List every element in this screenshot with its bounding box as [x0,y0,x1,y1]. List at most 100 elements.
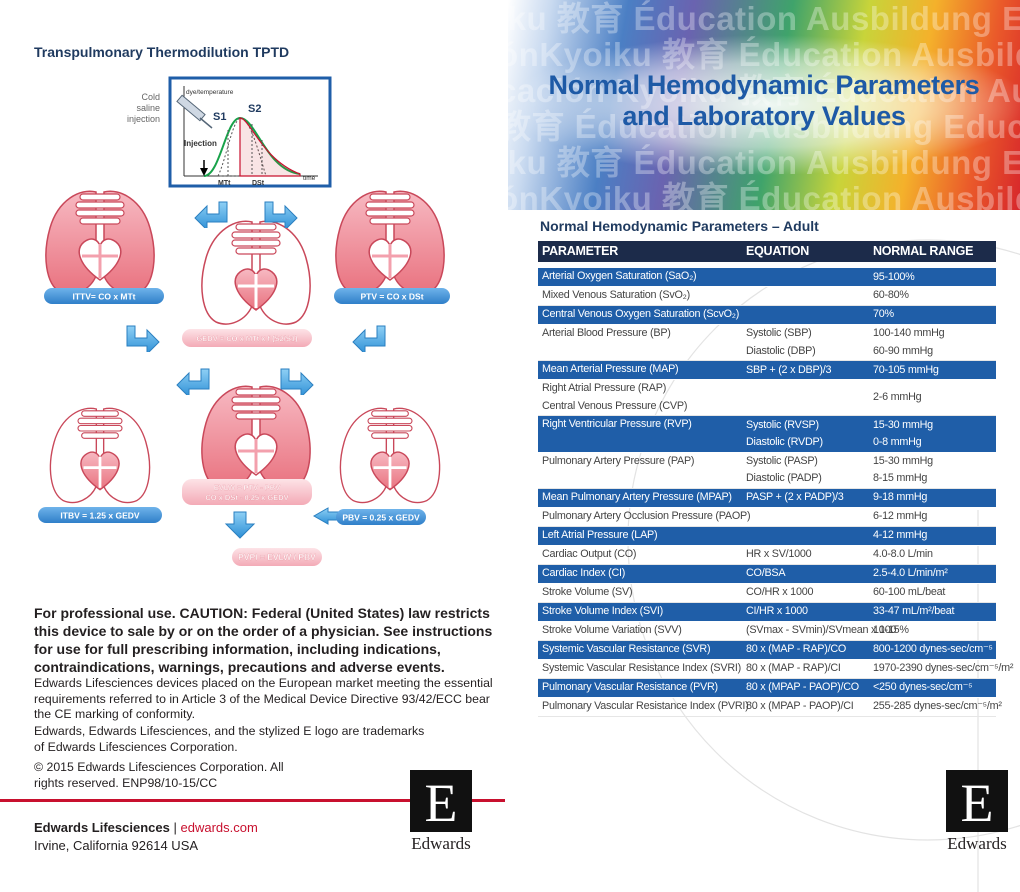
header-banner: iku 教育 Éducation Ausbildung EducacióónKy… [508,0,1020,210]
paragraph: Edwards Lifesciences devices placed on t… [34,676,493,721]
table-cell: 255-285 dynes-sec/cm⁻⁵/m² [873,698,1002,716]
table-row: Cardiac Output (CO) HR x SV/1000 4.0-8.0 L… [538,546,996,565]
table-cell: Stroke Volume Index (SVI) [538,603,746,621]
equation: CO/HR x 1000 [746,586,814,599]
table-cell: 80 x (MAP - RAP)/CO [746,641,873,659]
table-cell: 80 x (MPAP - PAOP)/CO [746,679,873,697]
range: 15-30 mmHg [873,455,933,468]
parameter: Pulmonary Artery Pressure (PAP) [542,454,695,467]
label: injection [127,114,160,124]
range: 60-100 mL/beat [873,586,946,599]
table-row: Systemic Vascular Resistance Index (SVRI… [538,660,1014,679]
flow-arrow [194,201,228,228]
range: 0-8 mmHg [873,436,922,449]
table-cell: 10-15% [873,622,996,640]
lung-illustration [338,406,442,505]
hatch [217,117,267,177]
table-cell: CI/HR x 1000 [746,603,873,621]
table-row: Right Ventricular Pressure (RVP) Systolic… [538,416,996,453]
url: edwards.com [180,820,258,835]
parameter: Right Atrial Pressure (RAP) [542,382,667,395]
table-row: Left Atrial Pressure (LAP) 4-12 mmHg [538,526,996,546]
table-row: Pulmonary Vascular Resistance (PVR) 80 x … [538,678,996,698]
table-cell: 2.5-4.0 L/min/m² [873,565,996,583]
parameter: Mixed Venous Saturation (SvO₂) [542,289,690,302]
table-cell: Arterial Oxygen Saturation (SaO₂) [538,268,746,286]
table-row: Pulmonary Vascular Resistance Index (PVR… [538,698,1002,717]
table-row: Stroke Volume (SV) CO/HR x 1000 60-100 mL/… [538,584,996,603]
formula: PTV = CO x DSt [360,292,423,302]
table-cell: 4.0-8.0 L/min [873,546,996,564]
table-cell: Systolic (PASP) Diastolic (PADP) [746,453,873,488]
table-cell: 100-140 mmHg 60-90 mmHg [873,325,996,360]
range: 10-15% [873,624,909,637]
table-cell: Left Atrial Pressure (LAP) [538,527,746,545]
table-row: Cardiac Index (CI) CO/BSA 2.5-4.0 L/min/m² [538,564,996,584]
table-cell: Systemic Vascular Resistance (SVR) [538,641,746,659]
table-cell [746,268,873,286]
formula: EVLW = PTV - PBV [214,483,280,492]
table-cell: 4-12 mmHg [873,527,996,545]
label: S2 [248,103,261,115]
table-title: Normal Hemodynamic Parameters – Adult [540,218,819,234]
parameter: Cardiac Output (CO) [542,547,637,560]
formula-pill [182,479,312,505]
table-row: Arterial Blood Pressure (BP) Systolic (SB… [538,325,996,362]
range: 8-15 mmHg [873,472,928,485]
equation: Diastolic (RVDP) [746,436,823,449]
parameter: Mean Arterial Pressure (MAP) [542,363,679,376]
table-cell: 15-30 mmHg 8-15 mmHg [873,453,996,488]
table-row: Central Venous Oxygen Saturation (ScvO₂)… [538,305,996,326]
table-cell: 80 x (MAP - RAP)/CI [746,660,873,678]
label: DSt [252,180,265,187]
column-header: PARAMETER [542,244,618,258]
logo-mark [946,770,1008,834]
formula-pill [232,548,322,566]
formula: GEDV = CO x MTt x f (S2/S1) [196,334,298,343]
equation: 80 x (MAP - RAP)/CO [746,643,847,656]
tptd-diagram: Cold saline injection dye/temperature S1… [38,76,450,566]
parameter: Pulmonary Artery Occlusion Pressure (PAO… [542,509,751,522]
table-cell: 80 x (MPAP - PAOP)/CI [746,698,873,716]
lung-illustration [334,189,446,296]
equation: HR x SV/1000 [746,548,812,561]
table-cell: Cardiac Index (CI) [538,565,746,583]
table-cell: 1970-2390 dynes-sec/cm⁻⁵/m² [873,660,1014,678]
parameter: Systemic Vascular Resistance Index (SVRI… [542,661,741,674]
equation: Systolic (RVSP) [746,418,819,431]
parameter: Left Atrial Pressure (LAP) [542,528,658,541]
parameter: Central Venous Pressure (CVP) [542,399,688,412]
table-cell: 2-6 mmHg [873,380,996,415]
logo-mark [410,770,472,834]
table-header: PARAMETER EQUATION NORMAL RANGE [538,241,996,262]
table-cell: Pulmonary Artery Occlusion Pressure (PAO… [538,508,751,526]
table-cell: Central Venous Oxygen Saturation (ScvO₂) [538,306,746,324]
formula: PVPI = EVLW / PBV [238,552,316,562]
label: Cold [141,92,160,102]
equation: Systolic (SBP) [746,327,812,340]
column-header: NORMAL RANGE [873,244,974,258]
range: 70-105 mmHg [873,363,939,376]
table-cell: 6-12 mmHg [873,508,996,526]
table-cell: CO/BSA [746,565,873,583]
flow-arrow [176,368,210,395]
table-row: Arterial Oxygen Saturation (SaO₂) 95-100% [538,268,996,288]
banner-title: and Laboratory Values [622,101,906,131]
range: 60-80% [873,289,909,302]
formula-pill [334,288,450,304]
table-cell: Pulmonary Artery Pressure (PAP) [538,453,746,488]
table-row: Pulmonary Artery Occlusion Pressure (PAO… [538,508,996,527]
parameter: Stroke Volume Index (SVI) [542,604,663,617]
parameter: Right Ventricular Pressure (RVP) [542,418,692,431]
table-row: Right Atrial Pressure (RAP) Central Venou… [538,380,996,417]
range: 1970-2390 dynes-sec/cm⁻⁵/m² [873,662,1014,675]
parameter: Cardiac Index (CI) [542,566,626,579]
table-cell: 33-47 mL/m²/beat [873,603,996,621]
section-title: Transpulmonary Thermodilution TPTD [34,44,290,60]
logo-text: Edwards [947,834,1007,853]
column-header: EQUATION [746,244,810,258]
flow-arrow [224,511,256,539]
range: 9-18 mmHg [873,491,928,504]
table-cell: PASP + (2 x PADP)/3 [746,489,873,507]
